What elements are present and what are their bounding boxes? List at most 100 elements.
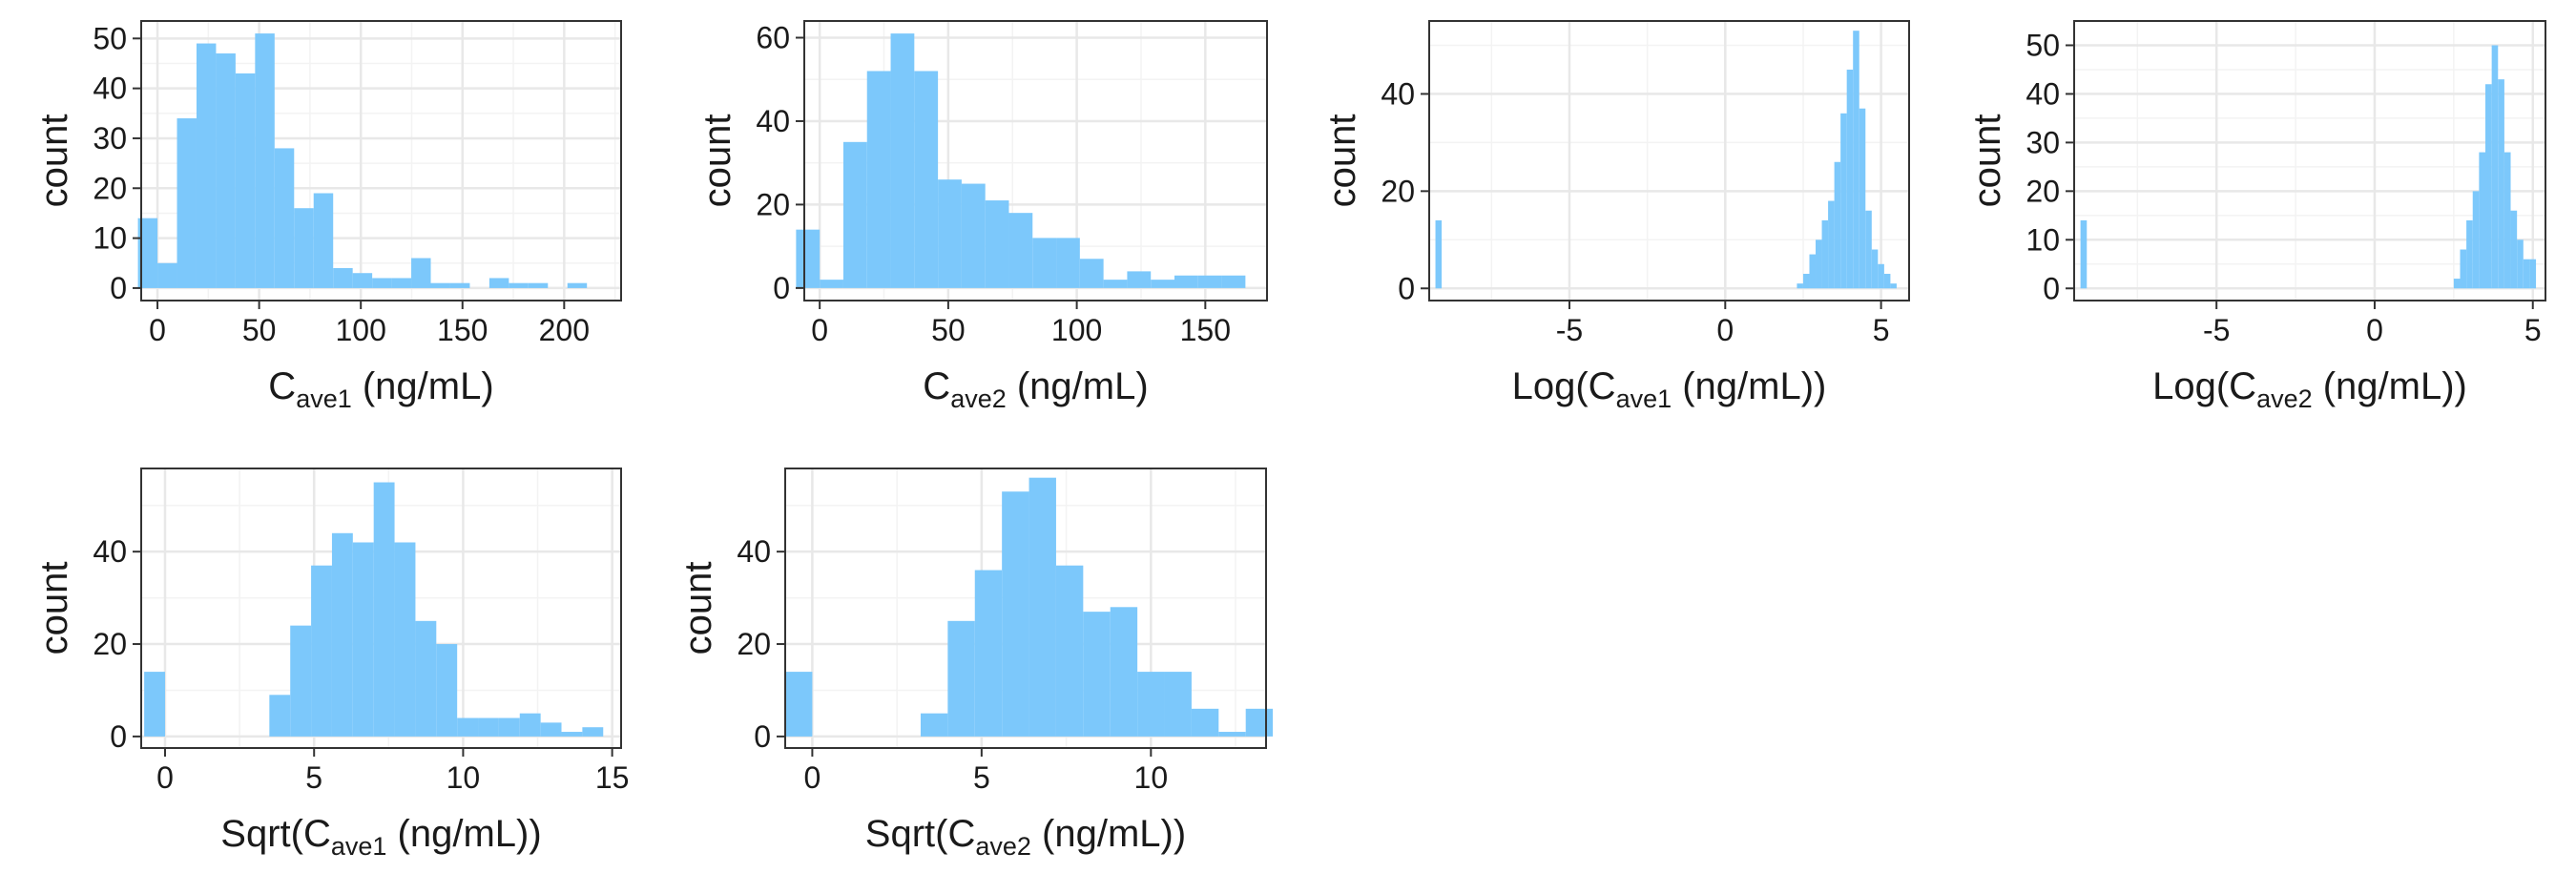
x-tick-label: 0 [149, 313, 166, 347]
x-tick-label: 150 [437, 313, 488, 347]
histogram-bar [509, 282, 529, 288]
histogram-bar [457, 717, 479, 737]
histogram-bar [137, 218, 158, 288]
histogram-bar [411, 258, 431, 288]
y-tick-label: 0 [754, 719, 771, 754]
panel-border [140, 468, 622, 749]
y-axis-title: count [1321, 114, 1363, 208]
histogram-bar [216, 53, 236, 288]
histogram-bar [785, 672, 813, 737]
y-tick-label: 0 [110, 719, 127, 754]
x-tick-label: -5 [1556, 313, 1583, 347]
y-tick-label: 20 [93, 171, 127, 205]
histogram-bar [430, 282, 450, 288]
histogram-bar [1103, 280, 1128, 288]
panel-border [140, 20, 622, 301]
histogram-bar [540, 722, 562, 737]
histogram-bar [478, 717, 499, 737]
histogram-bar [1008, 213, 1033, 288]
histogram-bar [1890, 283, 1897, 289]
y-tick-label: 60 [756, 20, 790, 54]
histogram-bar [269, 695, 291, 737]
x-tick-label: -5 [2203, 313, 2230, 347]
histogram-bar [1802, 273, 1810, 289]
histogram-bar [1028, 477, 1056, 737]
histogram-bar [372, 278, 392, 288]
histogram-bar [290, 625, 312, 737]
histogram-panel-1: 0 50 100 150 200 0 10 20 30 40 50 count Cave1 (ng/mL… [33, 20, 622, 413]
x-axis-title: Log(Cave2 (ng/mL)) [2152, 365, 2467, 413]
y-tick-label: 10 [93, 221, 127, 256]
y-tick-label: 40 [93, 72, 127, 106]
histogram-bar [1032, 238, 1057, 288]
histogram-bar [1079, 259, 1104, 288]
y-tick-label: 40 [737, 534, 771, 569]
y-tick-label: 20 [1381, 174, 1415, 208]
histogram-bar [1174, 275, 1198, 288]
y-tick-label: 10 [2025, 222, 2060, 257]
y-tick-label: 0 [110, 271, 127, 305]
x-tick-label: 5 [2524, 313, 2542, 347]
histogram-bar [519, 713, 541, 737]
histogram-bar [866, 71, 891, 288]
histogram-bar [1878, 263, 1884, 289]
histogram-bar [394, 542, 416, 737]
y-axis-title: count [1966, 114, 2008, 208]
y-axis-title: count [696, 114, 738, 208]
histogram-bar [561, 732, 583, 737]
y-tick-label: 20 [737, 627, 771, 661]
y-axis-title: count [33, 562, 75, 655]
histogram-bar [352, 273, 373, 288]
histogram-bar [1871, 249, 1879, 289]
histogram-bar [196, 43, 217, 288]
histogram-bar [920, 713, 948, 737]
histogram-bar [961, 183, 986, 288]
y-tick-label: 0 [773, 271, 790, 305]
x-tick-label: 0 [2366, 313, 2383, 347]
histogram-bar [157, 262, 177, 288]
histogram-bar [582, 727, 604, 737]
x-tick-label: 100 [335, 313, 385, 347]
histogram-bar [796, 229, 821, 288]
histogram-panel-5: 0 5 10 15 0 20 40 count Sqrt(Cave1 (ng/mL)) [33, 468, 629, 861]
histogram-bar [1797, 283, 1803, 289]
x-tick-label: 200 [539, 313, 590, 347]
histogram-bar [914, 71, 939, 288]
x-tick-label: 5 [973, 760, 990, 795]
histogram-bar [488, 278, 509, 288]
histogram-bar [415, 620, 437, 737]
x-tick-label: 5 [305, 760, 322, 795]
histogram-bar [2460, 249, 2467, 289]
histogram-bar [2523, 259, 2530, 289]
histogram-bar [1828, 200, 1835, 289]
histogram-bar [331, 532, 353, 737]
histogram-bar [449, 282, 470, 288]
histogram-bar [498, 717, 520, 737]
y-tick-label: 40 [1381, 76, 1415, 111]
histogram-bar [974, 570, 1003, 737]
histogram-bar [235, 73, 256, 288]
y-tick-label: 20 [756, 187, 790, 221]
histogram-bar [313, 193, 334, 288]
histogram-bar [352, 542, 374, 737]
histogram-bar [311, 565, 332, 737]
histogram-panel-6: 0 5 10 0 20 40 count Sqrt(Cave2 (ng/mL)) [677, 468, 1274, 861]
histogram-bar [1127, 271, 1152, 288]
x-tick-label: 0 [811, 313, 828, 347]
x-axis-title: Cave2 (ng/mL) [923, 365, 1148, 413]
histogram-bar [294, 208, 314, 288]
histogram-bar [144, 672, 165, 737]
x-axis-title: Sqrt(Cave1 (ng/mL)) [220, 813, 541, 861]
histogram-bar [1865, 210, 1872, 289]
histogram-bar [2491, 45, 2499, 289]
x-tick-label: 10 [1134, 760, 1169, 795]
histogram-bar [1809, 254, 1817, 289]
x-tick-label: 50 [242, 313, 277, 347]
histogram-bar [2485, 84, 2492, 289]
histogram-bar [1110, 607, 1138, 737]
histogram-bar [1197, 275, 1222, 288]
histogram-bar [1245, 708, 1274, 737]
x-tick-label: 0 [1716, 313, 1734, 347]
histogram-bar [1840, 113, 1847, 289]
